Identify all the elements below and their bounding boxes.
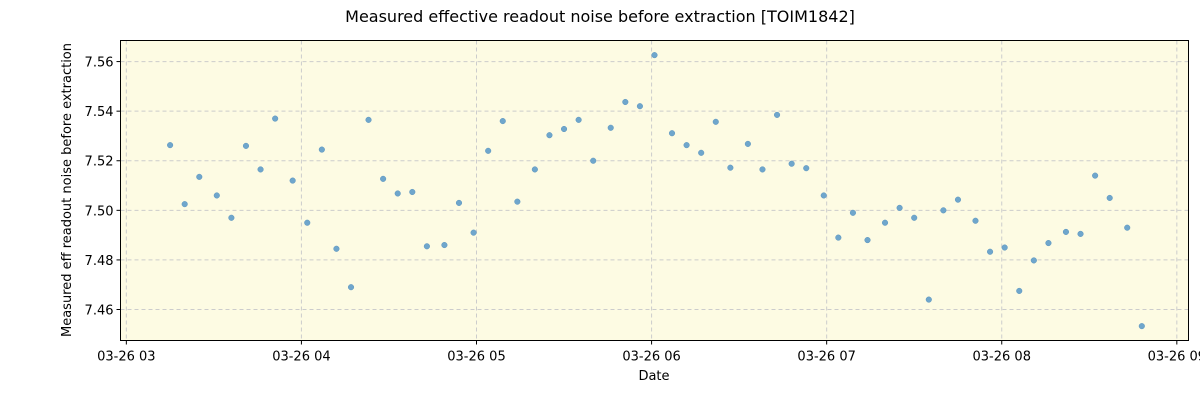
data-point [651,52,658,59]
y-tick-label: 7.52 [85,155,114,170]
data-point [881,219,889,226]
y-tick-label: 7.48 [85,254,114,269]
data-point [712,118,719,125]
data-point [1124,224,1131,231]
data-point [394,190,401,197]
x-tick-label: 03-26 06 [622,350,680,365]
data-point [167,142,174,149]
data-point [423,243,430,250]
data-point [788,160,795,167]
data-point [636,103,643,110]
data-point [622,98,629,106]
y-axis-label: Measured eff readout noise before extrac… [60,43,75,337]
data-point [698,149,705,156]
data-point [849,209,856,216]
data-point [485,147,492,154]
data-point [925,296,932,303]
data-point [531,166,538,173]
data-point [455,199,463,206]
data-point [744,140,751,147]
data-point [304,219,311,226]
data-point [499,118,506,125]
data-point [242,142,250,149]
data-point [365,116,372,123]
data-point [607,124,614,131]
x-tick-label: 03-26 05 [447,350,505,365]
data-point [1138,323,1145,330]
data-point [560,125,568,133]
chart-title: Measured effective readout noise before … [345,7,855,26]
data-point [1016,287,1023,294]
data-point [575,116,582,123]
data-point [228,214,235,221]
y-tick-label: 7.50 [85,204,114,219]
grid [120,40,1189,341]
data-point [380,175,387,182]
data-point [896,204,903,211]
data-point [289,177,296,184]
data-point [347,284,355,291]
data-point [1106,194,1113,201]
data-point [409,188,416,196]
data-point [1045,240,1052,247]
x-tick-label: 03-26 08 [973,350,1031,365]
data-point [181,201,188,208]
data-point [668,130,676,137]
x-axis-ticks: 03-26 03 03-26 04 03-26 05 03-26 06 03-26 07… [97,340,1200,365]
y-tick-label: 7.46 [85,304,114,319]
y-axis-ticks: 7.46 7.48 7.50 7.52 7.54 7.56 [85,56,121,319]
data-point [803,165,810,172]
plot-area [120,40,1189,341]
data-point [441,241,448,249]
data-point [864,237,871,244]
y-tick-label: 7.54 [85,105,114,120]
data-point [546,132,553,139]
data-point [911,214,918,221]
x-tick-label: 03-26 07 [797,350,855,365]
y-tick-label: 7.56 [85,56,114,71]
data-point [514,198,521,205]
data-point [213,192,220,199]
data-point [759,166,766,173]
data-point [987,248,994,255]
data-point [590,157,597,164]
data-point [1001,244,1008,251]
data-point [683,142,690,149]
data-point [835,234,842,241]
data-point [333,245,340,252]
data-point [318,146,325,153]
x-tick-label: 03-26 04 [272,350,330,365]
data-point [972,217,979,224]
data-point [1062,228,1069,235]
data-point [196,173,203,180]
x-tick-label: 03-26 03 [97,350,155,365]
data-point [272,115,279,122]
data-points [167,52,1145,330]
plot-frame [120,40,1189,341]
data-point [820,192,827,199]
x-axis-label: Date [638,369,669,384]
data-point [1030,257,1037,264]
data-point [727,164,734,171]
data-point [940,207,947,214]
data-point [1092,172,1099,179]
data-point [954,196,962,203]
x-tick-label: 03-26 09 [1148,350,1200,365]
data-point [774,111,781,118]
data-point [257,166,264,173]
data-point [1077,230,1084,237]
data-point [470,229,477,236]
